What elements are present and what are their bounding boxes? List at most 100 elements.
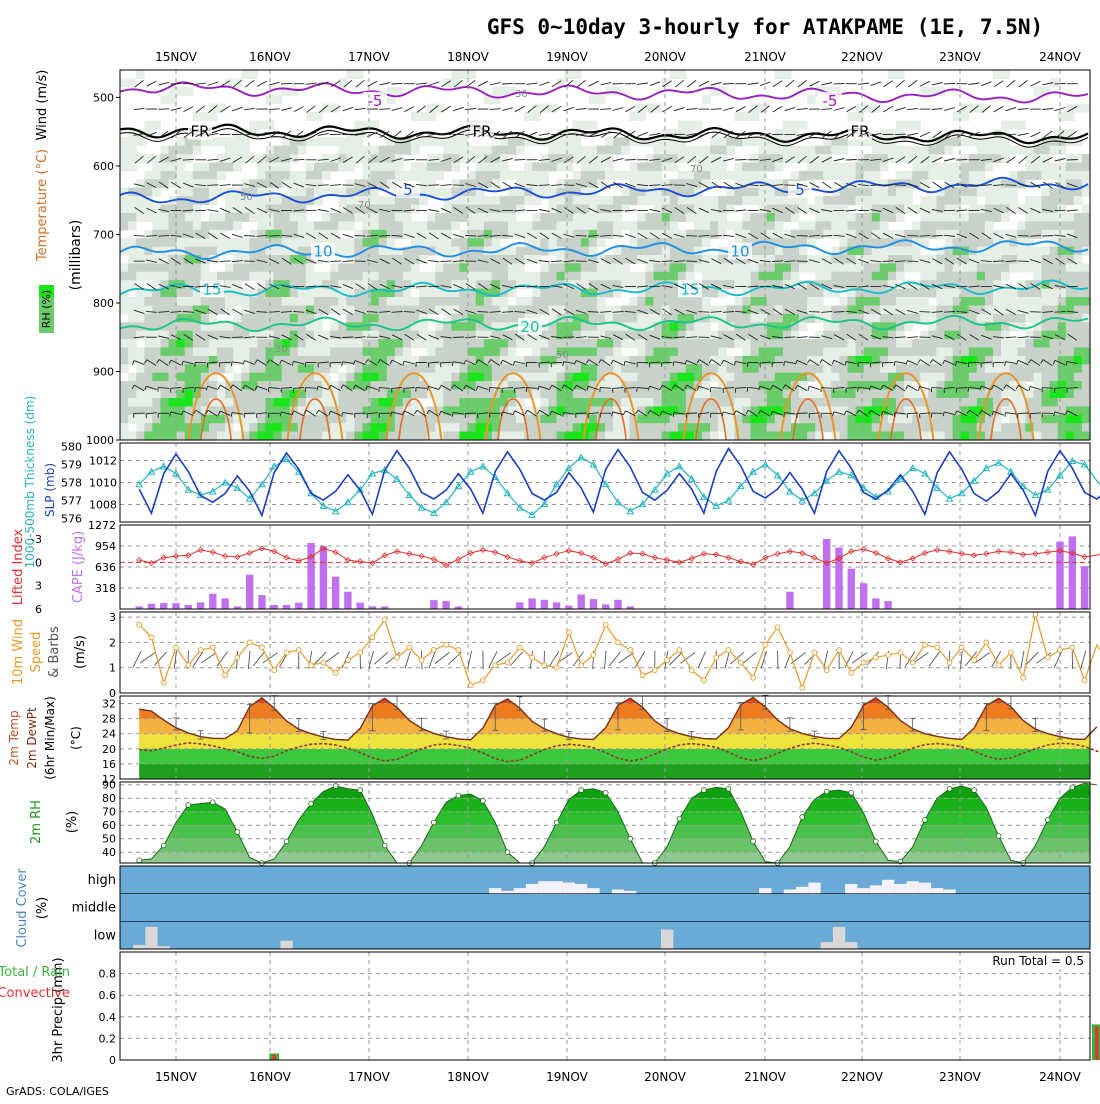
rh-cell bbox=[1066, 373, 1075, 382]
rh-cell bbox=[338, 247, 347, 256]
rh-cell bbox=[1082, 390, 1091, 399]
rh-cell bbox=[1042, 432, 1051, 441]
rh-cell bbox=[702, 339, 711, 348]
rh-cell bbox=[961, 221, 970, 230]
rh-cell bbox=[864, 196, 873, 205]
rh-cell bbox=[443, 373, 452, 382]
rh-cell bbox=[427, 179, 436, 188]
rh-cell bbox=[1042, 381, 1051, 390]
rh-cell bbox=[977, 238, 986, 247]
rh-cell bbox=[969, 196, 978, 205]
rh-cell bbox=[1058, 390, 1067, 399]
wind-barb bbox=[330, 261, 341, 262]
bottom-day-label: 19NOV bbox=[546, 1070, 588, 1084]
rh-cell bbox=[645, 339, 654, 348]
rh-cell bbox=[637, 238, 646, 247]
rh-cell bbox=[338, 146, 347, 155]
rh-cell bbox=[128, 272, 137, 281]
rh-cell bbox=[767, 272, 776, 281]
rh-cell bbox=[419, 179, 428, 188]
rh-cell bbox=[403, 423, 412, 432]
rh-cell bbox=[346, 373, 355, 382]
rh-cell bbox=[815, 171, 824, 180]
rh-cell bbox=[411, 381, 420, 390]
rh-cell bbox=[936, 205, 945, 214]
rh-cell bbox=[961, 348, 970, 357]
rh-cell bbox=[573, 146, 582, 155]
rh-cell bbox=[516, 263, 525, 272]
wind-barb bbox=[539, 185, 550, 186]
rh-cell bbox=[807, 230, 816, 239]
rh-cell bbox=[718, 398, 727, 407]
rh-cell bbox=[815, 306, 824, 315]
rh-cell bbox=[702, 415, 711, 424]
rh-cell bbox=[815, 364, 824, 373]
rh-cell bbox=[912, 205, 921, 214]
rh-cell bbox=[330, 221, 339, 230]
rh-cell bbox=[274, 146, 283, 155]
rh-cell bbox=[670, 339, 679, 348]
rh-cell bbox=[928, 348, 937, 357]
rh-cell bbox=[839, 163, 848, 172]
rh-cell bbox=[977, 221, 986, 230]
rh-cell bbox=[379, 406, 388, 415]
rh-cell bbox=[338, 390, 347, 399]
rh-cell bbox=[912, 263, 921, 272]
rh-cell bbox=[645, 398, 654, 407]
rh-cell bbox=[848, 339, 857, 348]
rh-cell bbox=[443, 331, 452, 340]
rh-cell bbox=[290, 339, 299, 348]
rh-cell bbox=[387, 213, 396, 222]
wind-barb bbox=[330, 362, 341, 363]
rh-cell bbox=[1074, 373, 1083, 382]
rh-cell bbox=[573, 331, 582, 340]
rh-cell bbox=[532, 213, 541, 222]
rh-cell bbox=[1050, 230, 1059, 239]
rh-cell bbox=[694, 398, 703, 407]
rh-cell bbox=[193, 364, 202, 373]
rh-cell bbox=[451, 280, 460, 289]
rh-cell bbox=[742, 188, 751, 197]
rh-cell bbox=[363, 331, 372, 340]
rh-cell bbox=[848, 381, 857, 390]
rh-cell bbox=[686, 364, 695, 373]
rh-cell bbox=[128, 154, 137, 163]
rh-cell bbox=[346, 348, 355, 357]
rh-cell bbox=[977, 163, 986, 172]
rh-cell bbox=[775, 339, 784, 348]
rh-cell bbox=[969, 171, 978, 180]
rh-cell bbox=[565, 331, 574, 340]
rh-cell bbox=[629, 306, 638, 315]
rh-cell bbox=[387, 356, 396, 365]
rh-cell bbox=[1009, 196, 1018, 205]
rh-cell bbox=[152, 179, 161, 188]
rh-cell bbox=[621, 196, 630, 205]
rh-cell bbox=[775, 356, 784, 365]
rh-cell bbox=[1001, 348, 1010, 357]
rh-cell bbox=[209, 179, 218, 188]
rh-cell bbox=[904, 289, 913, 298]
wind-barb bbox=[171, 83, 182, 84]
rh-cell bbox=[605, 272, 614, 281]
rh-cell bbox=[185, 263, 194, 272]
rh-cell bbox=[217, 356, 226, 365]
rh-cell bbox=[120, 146, 129, 155]
rh-cell bbox=[435, 171, 444, 180]
rh-cell bbox=[896, 331, 905, 340]
rh-cell bbox=[217, 221, 226, 230]
rh-cell bbox=[702, 230, 711, 239]
rh-cell bbox=[880, 432, 889, 441]
rh-cell bbox=[314, 137, 323, 146]
rh-cell bbox=[371, 415, 380, 424]
rh-cell bbox=[969, 356, 978, 365]
rh-cell bbox=[249, 272, 258, 281]
rh-cell bbox=[969, 390, 978, 399]
rh-cell bbox=[201, 163, 210, 172]
rh-cell bbox=[298, 263, 307, 272]
rh-cell bbox=[460, 272, 469, 281]
rh-cell bbox=[557, 331, 566, 340]
rh-cell bbox=[880, 154, 889, 163]
rh-cell bbox=[751, 364, 760, 373]
rh-cell bbox=[314, 432, 323, 441]
rh-cell bbox=[540, 432, 549, 441]
